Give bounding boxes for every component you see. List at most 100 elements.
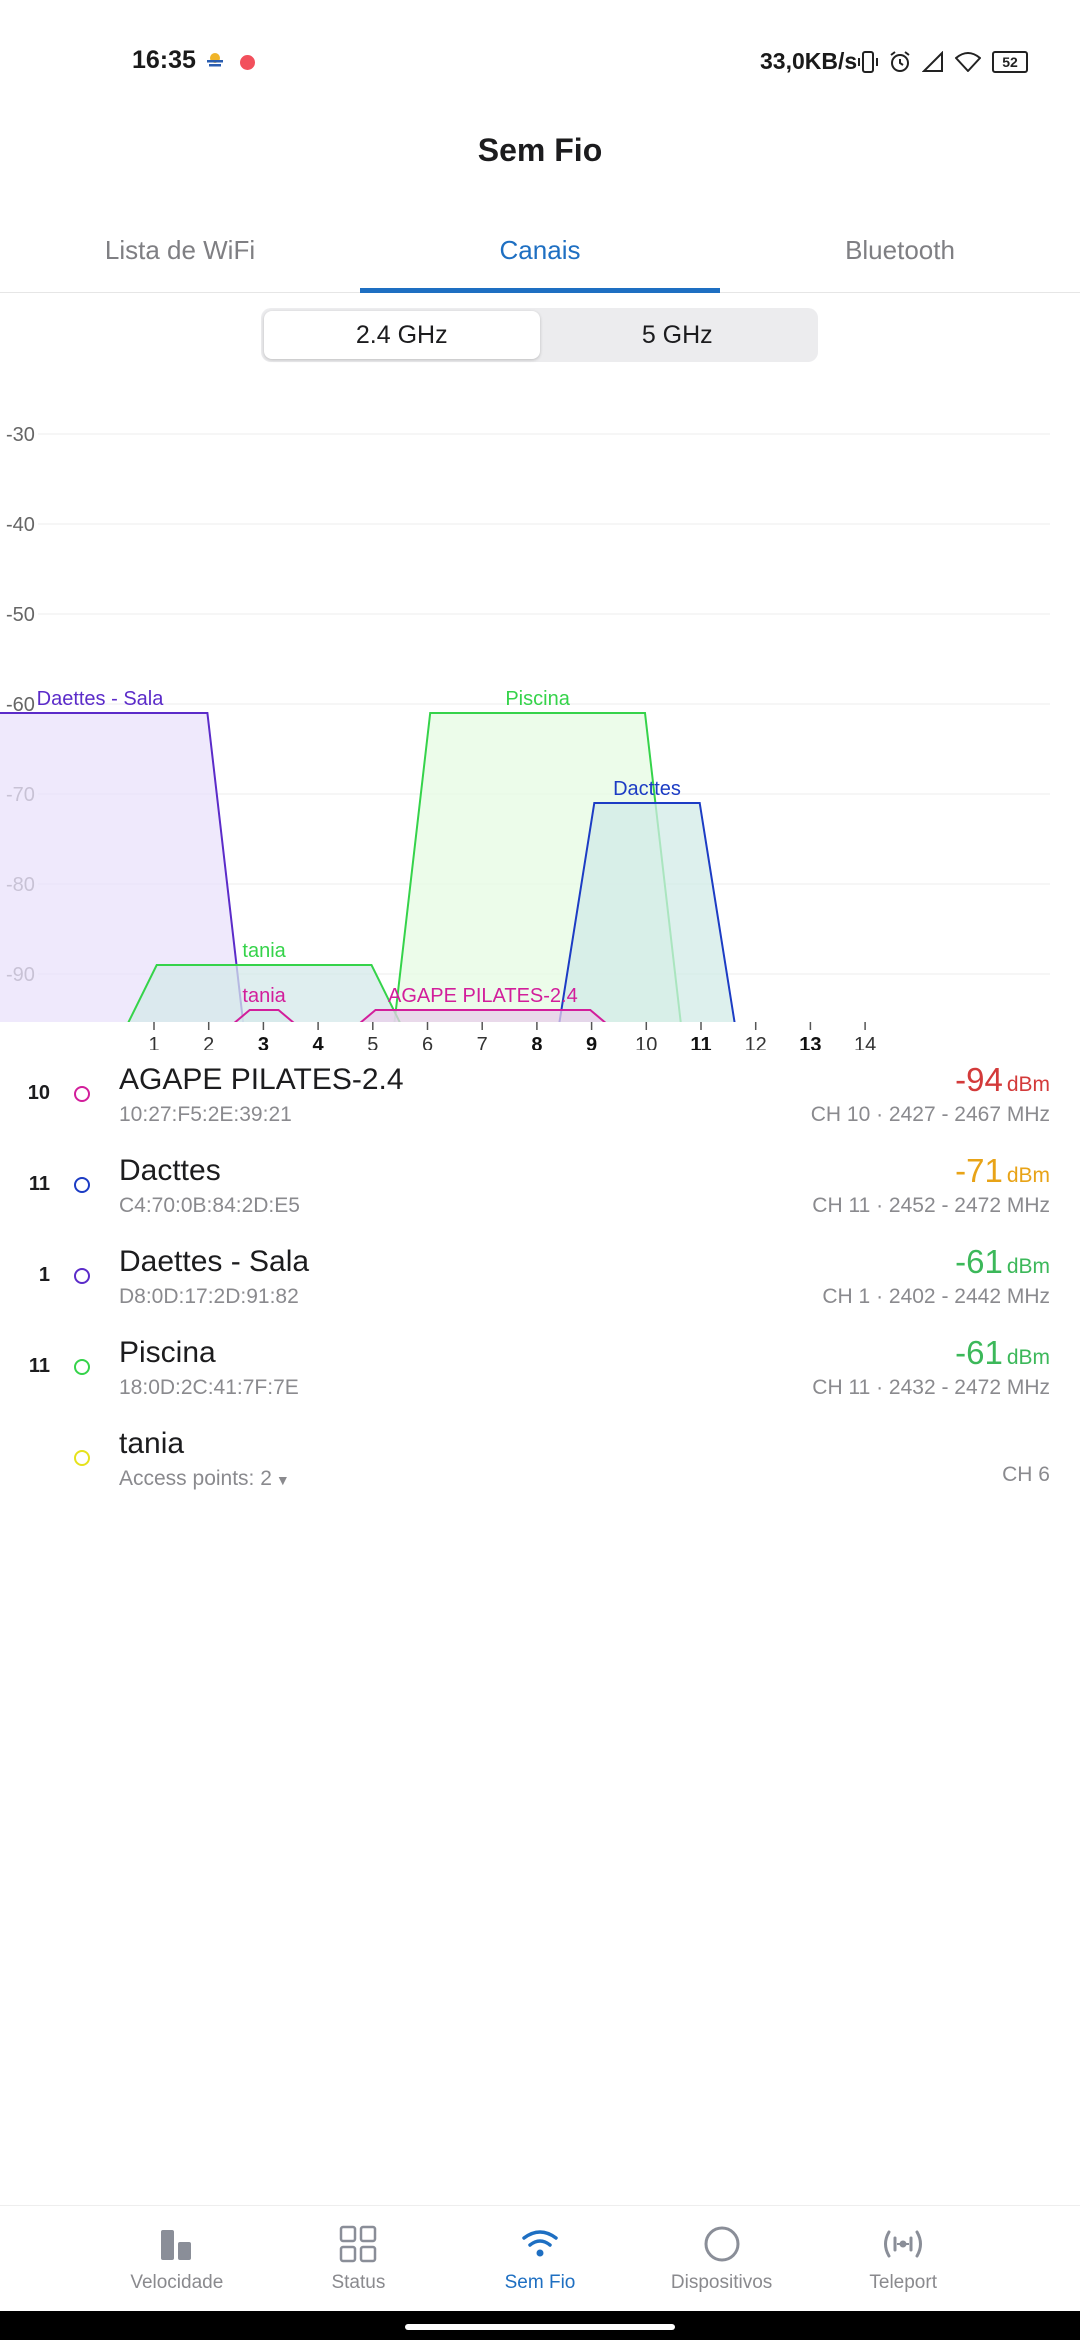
list-item[interactable]: 11 Dacttes C4:70:0B:84:2D:E5 -71 dBm CH 1… [0,1146,1080,1237]
list-item[interactable]: 11 Piscina 18:0D:2C:41:7F:7E -61 dBm CH 1… [0,1328,1080,1419]
y-tick-label: -30 [6,424,35,446]
y-tick-label: -40 [6,514,35,536]
signal-unit: dBm [1006,1073,1050,1096]
nav-label: Sem Fio [504,2272,576,2293]
network-color-dot [74,1359,90,1375]
signal-value: -61 [955,1243,1003,1280]
tab-wifi-list[interactable]: Lista de WiFi [104,235,256,265]
tab-channels[interactable]: Canais [360,215,720,293]
nav-label: Dispositivos [670,2272,773,2293]
signal-unit: dBm [1006,1255,1050,1278]
signal-unit: dBm [1006,1164,1050,1187]
circle-icon [704,2226,740,2262]
network-name: Dacttes [119,1154,221,1187]
network-name: tania [119,1427,185,1460]
x-tick-label: 7 [477,1034,488,1050]
channel-frequency: CH 6 [1002,1463,1050,1486]
x-tick-label: 13 [799,1034,821,1050]
tab-bluetooth[interactable]: Bluetooth [845,235,955,265]
channel-number: 1 [38,1264,50,1286]
wifi-icon [955,52,981,72]
nav-label: Teleport [869,2272,937,2293]
x-tick-label: 3 [258,1034,269,1050]
series-label: tania [242,985,286,1007]
cell-signal-icon [922,51,943,72]
nav-teleport[interactable]: Teleport [812,2206,994,2311]
signal-strength: -94 dBm [955,1061,1050,1099]
network-speed: 33,0KB/s [760,48,858,74]
status-time: 16:35 [132,46,196,74]
x-tick-label: 10 [635,1034,657,1050]
signal-value: -61 [955,1334,1003,1371]
series-label: AGAPE PILATES-2.4 [388,985,578,1007]
signal-strength: -71 dBm [955,1152,1050,1190]
y-tick-label: -60 [6,694,35,716]
nav-velocidade[interactable]: Velocidade [86,2206,268,2311]
signal-strength: -61 dBm [955,1243,1050,1281]
vibrate-icon [858,51,878,73]
x-tick-label: 2 [203,1034,214,1050]
band-5ghz-button[interactable]: 5 GHz [641,321,713,349]
channel-frequency: CH 1 · 2402 - 2442 MHz [822,1285,1050,1308]
access-points-toggle[interactable]: Access points: 2 ▼ [119,1467,290,1491]
channel-frequency: CH 10 · 2427 - 2467 MHz [810,1103,1050,1126]
speed-bars-icon [160,2230,191,2260]
alarm-icon [890,51,910,72]
list-item-group[interactable]: tania Access points: 2 ▼ CH 6 [0,1419,1080,1510]
nav-label: Status [331,2272,386,2293]
network-name: AGAPE PILATES-2.4 [119,1063,404,1096]
channel-area [0,712,245,1022]
nav-status[interactable]: Status [268,2206,450,2311]
x-tick-label: 12 [745,1034,767,1050]
weather-icon [207,53,223,67]
channel-number: 11 [28,1173,50,1195]
x-tick-label: 14 [854,1034,876,1050]
channel-number: 11 [28,1355,50,1377]
channel-frequency: CH 11 · 2432 - 2472 MHz [812,1376,1050,1399]
series-label: Dacttes [613,778,681,800]
nav-label: Velocidade [130,2272,224,2293]
channel-area [127,964,401,1022]
x-tick-label: 11 [690,1034,711,1050]
x-tick-label: 8 [531,1034,542,1050]
list-item[interactable]: 1 Daettes - Sala D8:0D:17:2D:91:82 -61 dB… [0,1237,1080,1328]
network-color-dot [74,1268,90,1284]
system-navigation-bar [0,2311,1080,2340]
series-label: tania [242,940,286,962]
access-points-count: Access points: 2 [119,1467,272,1490]
nav-sem-fio[interactable]: Sem Fio [449,2206,631,2311]
teleport-icon [884,2230,923,2258]
network-color-dot [74,1177,90,1193]
signal-unit: dBm [1006,1346,1050,1369]
channel-chart: -30-40-50-60-70-80-90 Daettes - SalaPisc… [0,400,1080,1050]
bottom-nav: Velocidade Status Sem Fio Dispositivos [0,2205,1080,2311]
x-tick-label: 1 [148,1034,159,1050]
battery-icon: 52 [992,51,1028,73]
network-name: Piscina [119,1336,216,1369]
band-2-4ghz-button[interactable]: 2.4 GHz [264,311,540,359]
network-list: 10 AGAPE PILATES-2.4 10:27:F5:2E:39:21 -… [0,1055,1080,1510]
tab-bar: Lista de WiFi Canais Bluetooth [0,215,1080,293]
network-color-dot [74,1450,90,1466]
grid-icon [340,2225,377,2263]
caret-down-icon: ▼ [275,1472,290,1488]
network-mac: 10:27:F5:2E:39:21 [119,1103,292,1126]
signal-value: -94 [955,1061,1003,1098]
network-mac: 18:0D:2C:41:7F:7E [119,1376,299,1399]
y-tick-label: -50 [6,604,35,626]
x-tick-label: 5 [367,1034,378,1050]
status-bar: 16:35 33,0KB/s 52 [0,0,1080,125]
series-label: Piscina [505,688,570,710]
x-tick-label: 4 [313,1034,325,1050]
list-item[interactable]: 10 AGAPE PILATES-2.4 10:27:F5:2E:39:21 -… [0,1055,1080,1146]
nav-dispositivos[interactable]: Dispositivos [631,2206,813,2311]
x-tick-label: 6 [422,1034,433,1050]
home-indicator[interactable] [405,2324,675,2330]
network-mac: D8:0D:17:2D:91:82 [119,1285,299,1308]
signal-strength: -61 dBm [955,1334,1050,1372]
network-mac: C4:70:0B:84:2D:E5 [119,1194,300,1217]
wifi-icon [522,2230,558,2257]
channel-area [233,1009,295,1022]
x-tick-label: 9 [586,1034,597,1050]
channel-chart-svg: -30-40-50-60-70-80-90 Daettes - SalaPisc… [0,424,1050,1050]
